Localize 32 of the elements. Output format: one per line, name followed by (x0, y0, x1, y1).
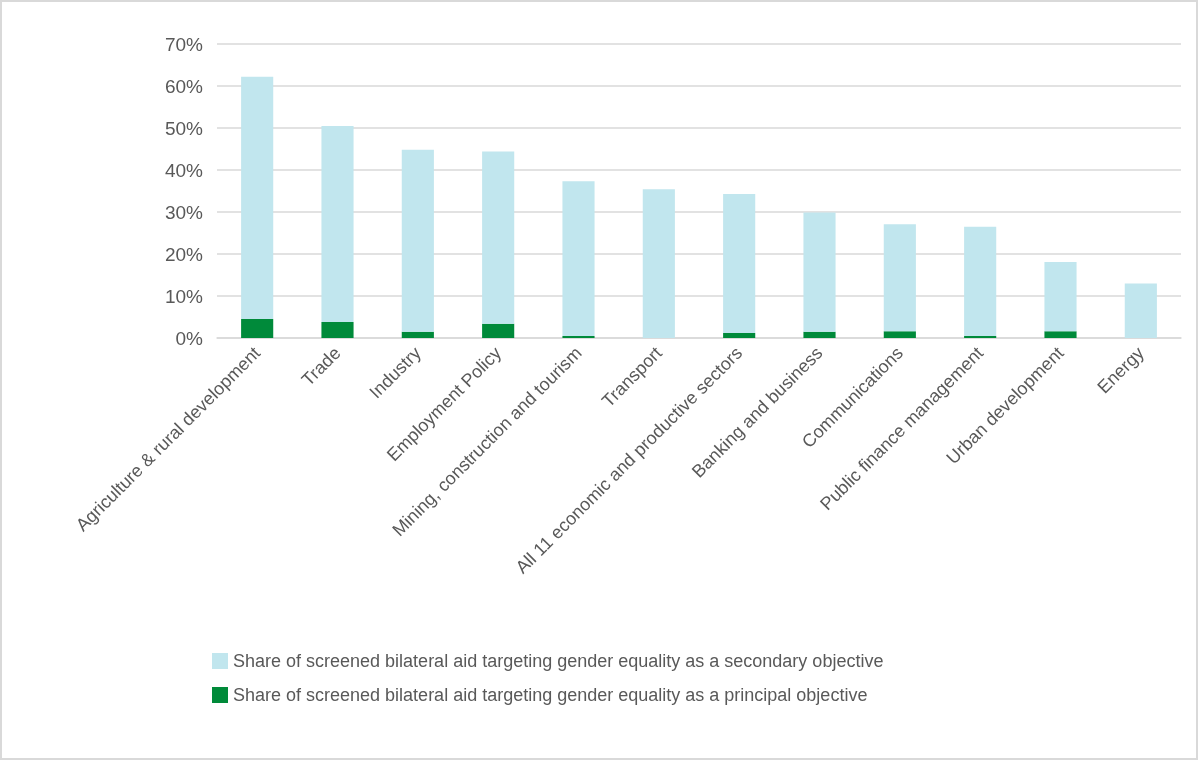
bar (321, 322, 354, 338)
bar (401, 149, 434, 332)
bar (964, 335, 997, 338)
bar (241, 76, 274, 320)
y-tick-label: 10% (164, 285, 204, 307)
bar (723, 193, 756, 333)
bar (883, 331, 916, 338)
bar (1044, 261, 1077, 332)
bar (723, 332, 756, 338)
bar (482, 151, 515, 324)
legend-label: Share of screened bilateral aid targeting gender equality as a principal objective (233, 685, 868, 705)
y-tick-label: 40% (164, 159, 204, 181)
bar (1044, 331, 1077, 338)
y-tick-label: 70% (164, 33, 204, 55)
y-tick-label: 0% (175, 327, 204, 349)
y-tick-label: 60% (164, 75, 204, 97)
bar (241, 319, 274, 338)
bar (964, 226, 997, 336)
bar (401, 331, 434, 338)
y-tick-label: 50% (164, 117, 204, 139)
y-tick-label: 30% (164, 201, 204, 223)
bar (1124, 283, 1157, 338)
bar (321, 125, 354, 323)
legend-label: Share of screened bilateral aid targeting gender equality as a secondary objective (233, 651, 884, 671)
bar (642, 189, 675, 338)
bar (562, 181, 595, 336)
bar (803, 212, 836, 332)
bar (803, 331, 836, 338)
bar (883, 224, 916, 332)
bar (562, 335, 595, 338)
y-tick-label: 20% (164, 243, 204, 265)
bar (482, 323, 515, 338)
